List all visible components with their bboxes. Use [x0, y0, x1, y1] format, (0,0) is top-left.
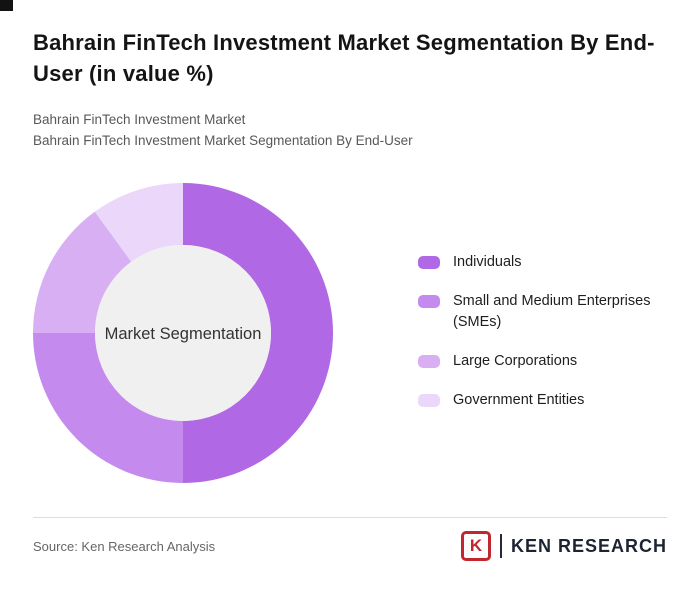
donut-center: [95, 245, 271, 421]
page-title: Bahrain FinTech Investment Market Segmen…: [33, 30, 655, 86]
donut-chart: Market Segmentation: [33, 183, 333, 483]
legend-swatch-large-corporations: [418, 355, 440, 368]
donut-center-label: Market Segmentation: [105, 325, 262, 343]
legend-swatch-individuals: [418, 256, 440, 269]
legend-item-individuals[interactable]: Individuals: [418, 252, 680, 273]
legend-label: Small and Medium Enterprises (SMEs): [453, 293, 651, 330]
source-text: Source: Ken Research Analysis: [33, 538, 216, 554]
legend-swatch-government-entities: [418, 394, 440, 407]
chart-subtitle-line2: Bahrain FinTech Investment Market Segmen…: [33, 133, 413, 148]
legend-item-large-corporations[interactable]: Large Corporations: [418, 351, 680, 372]
legend-swatch-smes: [418, 295, 440, 308]
legend-item-smes[interactable]: Small and Medium Enterprises (SMEs): [418, 291, 680, 333]
donut-segment-0[interactable]: [183, 183, 333, 483]
footer: Source: Ken Research Analysis K KEN RESE…: [33, 524, 667, 568]
donut-segment-1[interactable]: [33, 333, 183, 483]
legend-label: Large Corporations: [453, 353, 578, 369]
ken-research-logo: K KEN RESEARCH: [460, 531, 667, 561]
donut-segment-2[interactable]: [33, 211, 132, 333]
donut-segment-3[interactable]: [94, 183, 183, 262]
legend-label: Individuals: [453, 254, 522, 270]
legend-label: Government Entities: [453, 392, 585, 408]
logo-separator: [499, 534, 502, 558]
chart-subtitle-line1: Bahrain FinTech Investment Market: [33, 112, 246, 127]
chart-legend: Individuals Small and Medium Enterprises…: [418, 252, 680, 411]
corner-artifact: [0, 0, 13, 11]
logo-wordmark: KEN RESEARCH: [510, 535, 667, 556]
ken-research-logo-icon: K: [460, 531, 491, 561]
legend-item-government-entities[interactable]: Government Entities: [418, 390, 680, 411]
footer-divider: [33, 517, 667, 518]
